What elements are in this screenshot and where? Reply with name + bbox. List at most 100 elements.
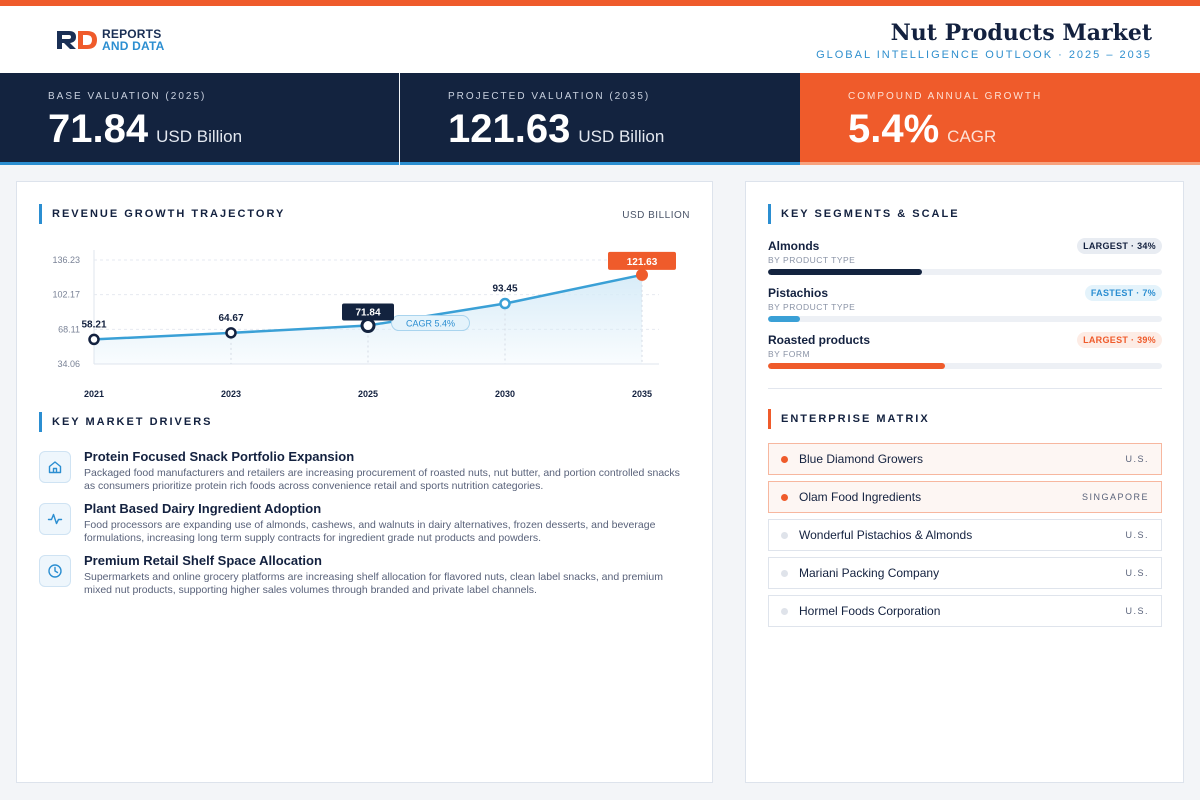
segment-bar-fill xyxy=(768,316,800,322)
segment-bar-track xyxy=(768,269,1162,275)
company-marker xyxy=(781,456,788,463)
segment-name: Almonds xyxy=(768,239,820,253)
highlight-label-box xyxy=(342,303,394,321)
kpi-unit: CAGR xyxy=(947,127,997,146)
segment-badge: LARGEST · 39% xyxy=(1077,332,1162,348)
data-point xyxy=(225,327,237,339)
data-point-highlight xyxy=(360,318,376,334)
home-icon xyxy=(39,451,71,483)
chart-unit-label: USD BILLION xyxy=(622,210,690,221)
segment-bar-fill xyxy=(768,363,945,369)
data-label: 64.67 xyxy=(218,313,243,324)
kpi-value: 121.63 xyxy=(448,107,571,151)
driver-description: Food processors are expanding use of alm… xyxy=(84,519,656,544)
driver-title: Plant Based Dairy Ingredient Adoption xyxy=(84,501,322,516)
revenue-section-title: REVENUE GROWTH TRAJECTORY xyxy=(52,208,286,220)
data-label: 121.63 xyxy=(627,257,658,268)
company-row[interactable]: Hormel Foods Corporation U.S. xyxy=(768,595,1162,627)
projected-label-box xyxy=(608,251,676,270)
page-subtitle: GLOBAL INTELLIGENCE OUTLOOK · 2025 – 203… xyxy=(816,49,1152,61)
driver-title: Protein Focused Snack Portfolio Expansio… xyxy=(84,449,355,464)
driver-description: Supermarkets and online grocery platform… xyxy=(84,571,663,596)
kpi-value: 5.4% xyxy=(848,107,940,151)
kpi-cagr: COMPOUND ANNUAL GROWTH 5.4% CAGR xyxy=(800,73,1200,165)
company-row[interactable]: Blue Diamond Growers U.S. xyxy=(768,443,1162,475)
kpi-label: BASE VALUATION (2025) xyxy=(48,91,207,102)
logo-line-1: REPORTS xyxy=(102,27,162,41)
header: REPORTS AND DATA Nut Products Market GLO… xyxy=(0,6,1200,73)
company-country: U.S. xyxy=(1125,568,1149,578)
x-tick-label: 2030 xyxy=(495,389,515,399)
right-panel: KEY SEGMENTS & SCALE Almonds BY PRODUCT … xyxy=(745,181,1184,783)
company-country: U.S. xyxy=(1125,454,1149,464)
section-divider xyxy=(768,388,1162,389)
data-point xyxy=(499,297,511,310)
kpi-unit: USD Billion xyxy=(578,127,665,146)
cagr-annotation-pill xyxy=(391,315,470,332)
driver-title: Premium Retail Shelf Space Allocation xyxy=(84,553,322,568)
top-accent-strip xyxy=(0,0,1200,6)
kpi-projected-valuation: PROJECTED VALUATION (2035) 121.63 USD Bil… xyxy=(400,73,800,165)
company-country: U.S. xyxy=(1125,530,1149,540)
y-tick-label: 136.23 xyxy=(52,255,80,265)
segment-item: Almonds BY PRODUCT TYPE LARGEST · 34% xyxy=(768,238,1162,286)
segment-category: BY PRODUCT TYPE xyxy=(768,302,856,312)
data-point xyxy=(88,333,100,346)
company-row[interactable]: Olam Food Ingredients SINGAPORE xyxy=(768,481,1162,513)
activity-icon xyxy=(39,503,71,535)
kpi-base-valuation: BASE VALUATION (2025) 71.84 USD Billion xyxy=(0,73,399,165)
segment-name: Roasted products xyxy=(768,333,871,347)
data-label: 93.45 xyxy=(492,284,517,295)
company-marker xyxy=(781,494,788,501)
data-point-projected xyxy=(636,268,648,281)
logo-text: REPORTS AND DATA xyxy=(102,28,164,52)
segment-badge: LARGEST · 34% xyxy=(1077,238,1162,254)
drivers-section-header: KEY MARKET DRIVERS xyxy=(39,412,212,432)
kpi-unit: USD Billion xyxy=(156,127,243,146)
enterprise-section-title: ENTERPRISE MATRIX xyxy=(781,413,930,425)
logo-line-2: AND DATA xyxy=(102,39,165,53)
company-row[interactable]: Wonderful Pistachios & Almonds U.S. xyxy=(768,519,1162,551)
company-country: SINGAPORE xyxy=(1081,492,1149,502)
segment-category: BY FORM xyxy=(768,349,811,359)
section-accent-bar xyxy=(768,204,771,224)
area-fill xyxy=(94,274,642,364)
segment-bar-fill xyxy=(768,269,923,275)
segments-section-title: KEY SEGMENTS & SCALE xyxy=(781,208,960,220)
segment-item: Pistachios BY PRODUCT TYPE FASTEST · 7% xyxy=(768,285,1162,333)
company-name: Olam Food Ingredients xyxy=(799,490,922,504)
driver-description: Packaged food manufacturers and retailer… xyxy=(84,467,680,492)
segment-item: Roasted products BY FORM LARGEST · 39% xyxy=(768,332,1162,380)
y-tick-label: 34.06 xyxy=(57,359,80,369)
drivers-list: Protein Focused Snack Portfolio Expansio… xyxy=(39,448,689,604)
x-tick-label: 2025 xyxy=(358,389,378,399)
section-accent-bar xyxy=(768,409,771,429)
driver-item: Plant Based Dairy Ingredient Adoption Fo… xyxy=(39,500,689,552)
segment-category: BY PRODUCT TYPE xyxy=(768,255,856,265)
y-tick-label: 68.11 xyxy=(58,324,80,334)
kpi-value: 71.84 xyxy=(48,107,149,151)
data-label: 58.21 xyxy=(81,319,106,330)
drivers-section-title: KEY MARKET DRIVERS xyxy=(52,416,213,428)
y-tick-label: 102.17 xyxy=(52,290,80,300)
company-marker xyxy=(781,570,788,577)
kpi-label: COMPOUND ANNUAL GROWTH xyxy=(848,91,1043,102)
revenue-chart: 34.06 68.11 102.17 136.23 CAGR 5.4% 58.21 2021… xyxy=(52,250,676,399)
company-name: Hormel Foods Corporation xyxy=(799,604,941,618)
kpi-label: PROJECTED VALUATION (2035) xyxy=(448,91,651,102)
segment-name: Pistachios xyxy=(768,286,829,300)
enterprise-section-header: ENTERPRISE MATRIX xyxy=(768,409,930,429)
left-panel: REVENUE GROWTH TRAJECTORY USD BILLION 34… xyxy=(16,181,713,783)
company-row[interactable]: Mariani Packing Company U.S. xyxy=(768,557,1162,589)
company-marker xyxy=(781,608,788,615)
segments-section-header: KEY SEGMENTS & SCALE xyxy=(768,204,960,224)
brand-logo[interactable]: REPORTS AND DATA xyxy=(55,28,164,52)
driver-item: Premium Retail Shelf Space Allocation Su… xyxy=(39,552,689,604)
company-name: Mariani Packing Company xyxy=(799,566,940,580)
section-accent-bar xyxy=(39,204,42,224)
clock-icon xyxy=(39,555,71,587)
segments-list: Almonds BY PRODUCT TYPE LARGEST · 34% Pi… xyxy=(768,238,1162,380)
page-title: Nut Products Market xyxy=(890,20,1152,46)
segment-bar-track xyxy=(768,316,1162,322)
logo-mark-icon xyxy=(57,31,97,49)
